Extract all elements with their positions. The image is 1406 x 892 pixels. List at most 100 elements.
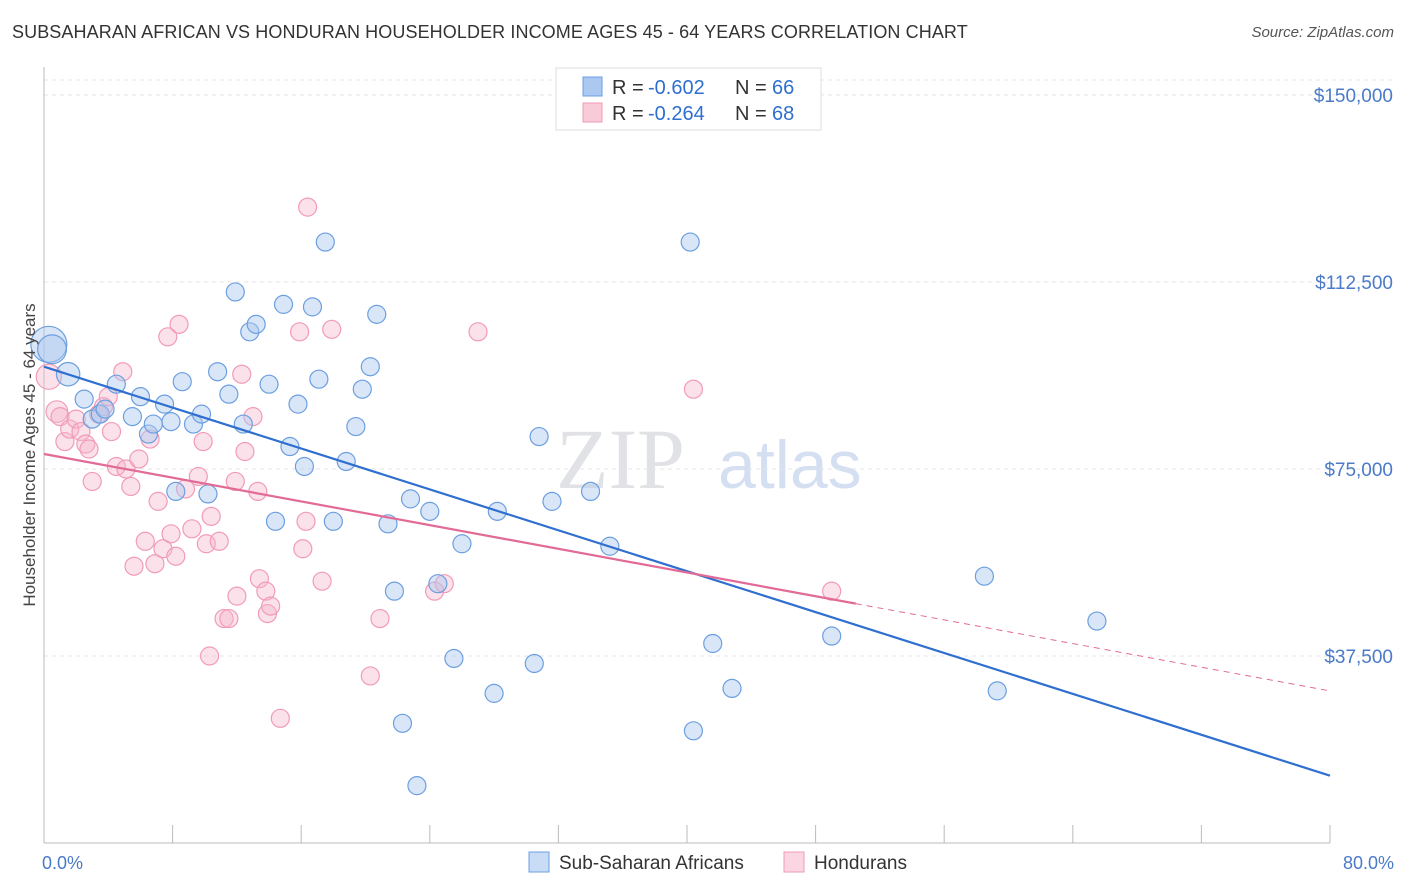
honduran-point-49 bbox=[270, 708, 290, 728]
subsaharan-point-37 bbox=[352, 379, 372, 399]
honduran-point-48 bbox=[261, 596, 281, 616]
y-tick-label-1: $75,000 bbox=[1324, 460, 1393, 481]
honduran-point-3 bbox=[55, 431, 75, 452]
honduran-point-37 bbox=[214, 608, 234, 629]
legend-bottom-label-pink: Hondurans bbox=[814, 853, 907, 874]
subsaharan-point-43 bbox=[400, 489, 421, 509]
subsaharan-point-28 bbox=[280, 436, 300, 457]
subsaharan-point-49 bbox=[484, 683, 504, 703]
subsaharan-point-47 bbox=[444, 648, 464, 669]
subsaharan-point-19 bbox=[208, 362, 228, 382]
subsaharan-point-18 bbox=[198, 484, 218, 504]
trend-lines bbox=[43, 365, 1331, 777]
subsaharan-point-61 bbox=[974, 566, 994, 586]
honduran-point-35 bbox=[199, 646, 220, 666]
honduran-point-38 bbox=[219, 608, 239, 629]
legend-bottom-swatch-pink bbox=[783, 851, 805, 873]
legend-top: R = -0.602 N = 66 R = -0.264 N = 68 bbox=[555, 67, 822, 131]
chart-title: SUBSAHARAN AFRICAN VS HONDURAN HOUSEHOLD… bbox=[12, 22, 968, 42]
subsaharan-point-45 bbox=[420, 501, 440, 521]
honduran-point-32 bbox=[193, 431, 213, 452]
y-tick-labels: $37,500 $75,000 $112,500 $150,000 bbox=[1314, 86, 1393, 668]
honduran-point-51 bbox=[293, 539, 313, 559]
honduran-point-26 bbox=[161, 524, 181, 544]
subsaharan-point-63 bbox=[1087, 611, 1107, 631]
legend-bottom-swatch-blue bbox=[528, 851, 550, 873]
honduran-point-8 bbox=[79, 439, 99, 459]
honduran-point-46 bbox=[256, 581, 276, 601]
subsaharan-trend-line bbox=[43, 365, 1331, 777]
honduran-point-50 bbox=[289, 322, 310, 342]
subsaharan-point-35 bbox=[336, 451, 356, 472]
subsaharan-point-58 bbox=[703, 633, 723, 654]
honduran-point-36 bbox=[209, 531, 229, 551]
honduran-point-54 bbox=[312, 571, 332, 591]
subsaharan-points bbox=[30, 232, 1107, 796]
honduran-point-17 bbox=[121, 476, 141, 497]
honduran-point-25 bbox=[158, 327, 178, 347]
legend-n-label-1: N = bbox=[735, 77, 767, 99]
subsaharan-point-3 bbox=[74, 389, 94, 409]
honduran-point-42 bbox=[235, 441, 255, 462]
subsaharan-point-30 bbox=[294, 456, 315, 477]
subsaharan-point-1 bbox=[37, 334, 68, 365]
honduran-trend-line bbox=[43, 452, 856, 605]
legend-n-value-2: 68 bbox=[772, 103, 794, 125]
subsaharan-point-32 bbox=[309, 369, 329, 389]
legend-r-label-2: R = bbox=[612, 103, 644, 125]
subsaharan-point-59 bbox=[722, 678, 742, 699]
subsaharan-point-44 bbox=[407, 776, 427, 796]
subsaharan-point-26 bbox=[265, 511, 286, 531]
subsaharan-point-62 bbox=[987, 681, 1007, 701]
subsaharan-point-21 bbox=[225, 282, 245, 302]
subsaharan-point-46 bbox=[428, 574, 448, 594]
honduran-point-22 bbox=[145, 554, 165, 574]
honduran-point-39 bbox=[225, 471, 245, 492]
axes bbox=[43, 67, 1331, 844]
y-tick-label-2: $112,500 bbox=[1315, 273, 1393, 294]
watermark-zip: ZIP bbox=[556, 411, 685, 507]
subsaharan-point-48 bbox=[452, 534, 472, 554]
honduran-point-59 bbox=[434, 574, 454, 594]
honduran-point-28 bbox=[169, 314, 189, 334]
honduran-point-4 bbox=[60, 419, 80, 439]
honduran-point-15 bbox=[113, 362, 133, 382]
subsaharan-point-54 bbox=[580, 481, 601, 502]
honduran-trend-line-extension bbox=[855, 603, 1331, 692]
subsaharan-point-23 bbox=[240, 322, 260, 342]
subsaharan-point-24 bbox=[246, 314, 266, 334]
legend-swatch-pink bbox=[582, 102, 603, 123]
subsaharan-point-41 bbox=[384, 581, 405, 601]
subsaharan-point-51 bbox=[524, 653, 544, 674]
subsaharan-point-14 bbox=[166, 481, 186, 502]
subsaharan-point-56 bbox=[680, 232, 700, 252]
subsaharan-point-20 bbox=[219, 384, 239, 404]
honduran-point-55 bbox=[322, 319, 342, 339]
legend-bottom: Sub-Saharan Africans Hondurans bbox=[528, 851, 907, 874]
subsaharan-point-31 bbox=[302, 297, 323, 317]
subsaharan-point-11 bbox=[143, 414, 163, 434]
honduran-point-13 bbox=[101, 421, 122, 442]
honduran-point-41 bbox=[232, 364, 252, 384]
honduran-point-20 bbox=[135, 531, 155, 551]
honduran-point-60 bbox=[468, 322, 488, 342]
subsaharan-point-29 bbox=[288, 394, 308, 414]
honduran-point-53 bbox=[296, 511, 316, 531]
subsaharan-point-36 bbox=[346, 416, 366, 437]
subsaharan-point-33 bbox=[315, 232, 335, 252]
honduran-point-6 bbox=[71, 421, 91, 442]
subsaharan-point-27 bbox=[273, 294, 294, 314]
honduran-point-61 bbox=[683, 379, 704, 399]
legend-r-value-2: -0.264 bbox=[648, 103, 705, 125]
subsaharan-point-60 bbox=[822, 626, 842, 646]
legend-n-label-2: N = bbox=[735, 103, 767, 125]
honduran-point-45 bbox=[249, 569, 270, 589]
hondurans-points bbox=[35, 197, 842, 728]
subsaharan-point-39 bbox=[367, 304, 387, 324]
honduran-point-57 bbox=[370, 608, 390, 629]
watermark-atlas: atlas bbox=[718, 427, 862, 503]
subsaharan-point-8 bbox=[122, 407, 143, 427]
legend-r-value-1: -0.602 bbox=[648, 77, 705, 99]
honduran-point-52 bbox=[298, 197, 318, 217]
